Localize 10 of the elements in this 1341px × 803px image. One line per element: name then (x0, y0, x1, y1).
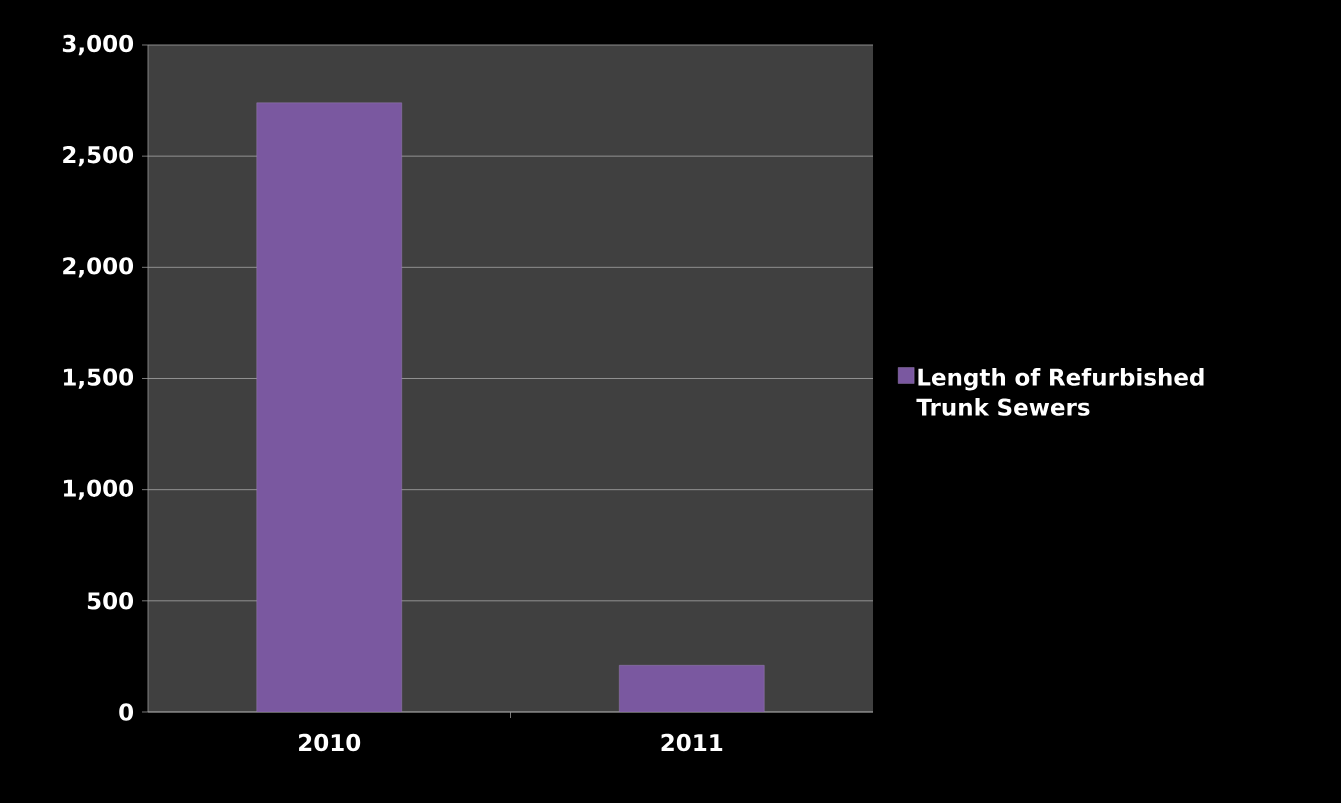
y-tick-label: 1,000 (63, 479, 134, 500)
x-tick-label: 2010 (299, 733, 361, 752)
y-tick-label: 500 (87, 592, 134, 610)
legend-label: Length of Refurbished Trunk Sewers (916, 368, 1204, 416)
y-tick-label: 2,000 (63, 257, 134, 278)
y-tick-label: 0 (119, 703, 134, 721)
y-tick-label: 2,500 (63, 145, 134, 167)
y-tick-label: 1,500 (63, 368, 134, 389)
y-tick-label: 3,000 (62, 34, 134, 56)
x-tick-label: 2011 (661, 733, 723, 752)
